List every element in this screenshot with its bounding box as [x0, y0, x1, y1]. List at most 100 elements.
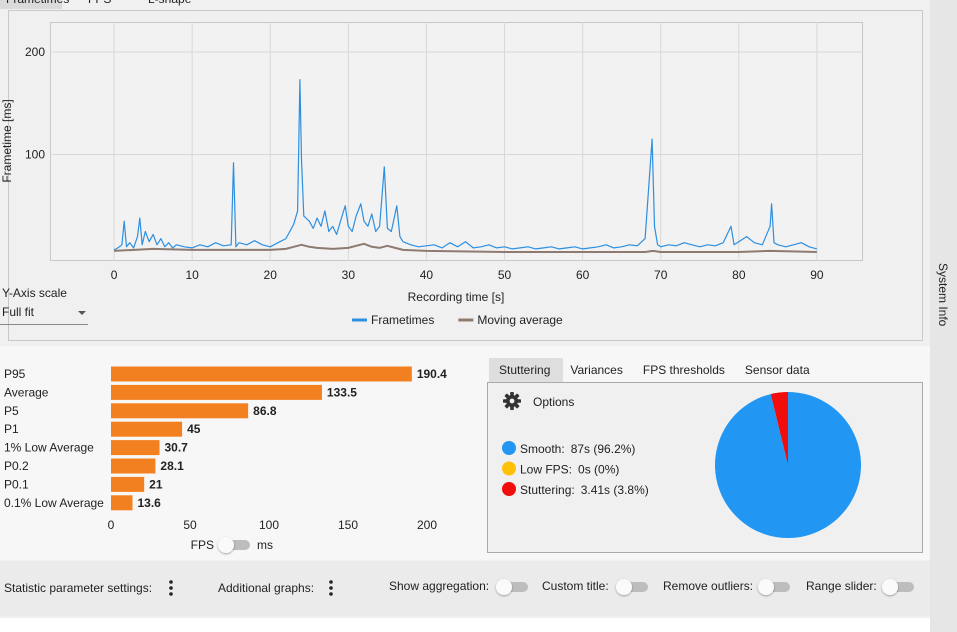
toggle-switch[interactable]: [758, 579, 790, 595]
toggle-switch[interactable]: [616, 579, 648, 595]
toggle-switch[interactable]: [218, 537, 250, 553]
bar: [111, 403, 249, 419]
category-label: P0.2: [4, 459, 29, 473]
tab-label[interactable]: Sensor data: [745, 363, 810, 377]
legend-name: Low FPS:: [520, 463, 572, 477]
toggle-switch[interactable]: [496, 579, 528, 595]
x-tick-label: 20: [264, 268, 278, 282]
x-tick-label: 80: [732, 268, 746, 282]
legend-name: Smooth:: [520, 442, 565, 456]
pie-slice: [715, 392, 862, 538]
settings-label: Additional graphs:: [218, 581, 314, 595]
gear-icon: [503, 392, 521, 410]
value-label: 190.4: [417, 367, 447, 381]
value-label: 30.7: [165, 441, 189, 455]
legend-entry: Stuttering: 3.41s (3.8%): [520, 483, 649, 497]
legend-name: Stuttering:: [520, 483, 575, 497]
x-tick-label: 90: [810, 268, 824, 282]
category-label: Average: [4, 385, 49, 399]
toggle-knob: [882, 579, 898, 595]
x-axis-label: Recording time [s]: [408, 290, 505, 304]
y-tick-label: 200: [25, 45, 45, 59]
tab-label[interactable]: FPS: [88, 0, 111, 6]
panel-border: [8, 10, 923, 341]
legend-value: 3.41s (3.8%): [581, 483, 649, 497]
legend-entry: Smooth: 87s (96.2%): [520, 442, 635, 456]
series-line: [113, 79, 818, 251]
status-item: WinRing0: [258, 630, 310, 632]
bar: [111, 421, 183, 437]
legend-dot: [502, 482, 516, 496]
x-tick-label: 60: [576, 268, 590, 282]
bar: [111, 458, 156, 474]
x-tick-label: 150: [338, 518, 358, 532]
status-item: HAGS: [388, 630, 422, 632]
kebab-menu[interactable]: [169, 580, 173, 596]
kebab-dot: [169, 580, 173, 584]
value-label: 86.8: [253, 404, 277, 418]
y-tick-label: 100: [25, 148, 45, 162]
category-label: P0.1: [4, 477, 29, 491]
category-label: P95: [4, 367, 26, 381]
x-tick-label: 0: [111, 268, 118, 282]
tab-label[interactable]: L-shape: [148, 0, 192, 6]
tab-label[interactable]: FPS thresholds: [643, 363, 725, 377]
value-label: 13.6: [137, 496, 161, 510]
switch-label: Custom title:: [542, 579, 609, 593]
plot-layer: [113, 79, 818, 253]
value-label: 133.5: [327, 385, 357, 399]
toggle-knob: [218, 537, 234, 553]
dropdown-arrow: [78, 311, 86, 315]
active-tab: [489, 358, 563, 382]
side-panel: [930, 0, 957, 632]
tab-label[interactable]: Frametimes: [6, 0, 69, 6]
category-label: P5: [4, 404, 19, 418]
legend-dot: [502, 441, 516, 455]
settings-label: Statistic parameter settings:: [4, 581, 152, 595]
toggle-knob: [496, 579, 512, 595]
tab-label[interactable]: Variances: [570, 363, 622, 377]
x-tick-label: 10: [185, 268, 199, 282]
active-tab: [0, 0, 62, 9]
bar: [111, 384, 322, 400]
status-item: Not logged in: [17, 630, 88, 632]
bar: [111, 495, 133, 511]
dropdown-value[interactable]: Full fit: [2, 305, 35, 319]
value-label: 28.1: [160, 459, 184, 473]
toggle-knob: [616, 579, 632, 595]
x-tick-label: 200: [417, 518, 437, 532]
x-tick-label: 30: [342, 268, 356, 282]
series-line: [113, 242, 817, 253]
side-tab-label[interactable]: System Info: [936, 263, 950, 327]
category-label: P1: [4, 422, 19, 436]
kebab-dot: [169, 586, 173, 590]
legend-label: Frametimes: [371, 313, 434, 327]
toggle-right-label: ms: [257, 538, 273, 552]
value-label: 45: [187, 422, 201, 436]
legend-dot: [502, 461, 516, 476]
switch-label: Range slider:: [806, 579, 877, 593]
kebab-dot: [329, 586, 333, 590]
category-label: 0.1% Low Average: [4, 496, 104, 510]
x-tick-label: 40: [420, 268, 434, 282]
y-axis-label: Frametime [ms]: [0, 99, 14, 182]
legend-value: 87s (96.2%): [571, 442, 636, 456]
toggle-left-label: FPS: [191, 538, 214, 552]
pie-slice: [770, 391, 788, 465]
category-label: 1% Low Average: [4, 441, 94, 455]
status-item: Version: 1.7.3: [878, 630, 952, 632]
dropdown-caption: Y-Axis scale: [2, 286, 67, 300]
kebab-dot: [169, 592, 173, 596]
toggle-switch[interactable]: [882, 579, 914, 595]
kebab-menu[interactable]: [329, 580, 333, 596]
bar: [111, 440, 160, 456]
switch-label: Remove outliers:: [663, 579, 753, 593]
tab-label[interactable]: Stuttering: [499, 363, 550, 377]
plot-area: [50, 22, 863, 261]
bar: [111, 476, 145, 492]
x-tick-label: 50: [498, 268, 512, 282]
x-tick-label: 50: [183, 518, 197, 532]
options-label[interactable]: Options: [533, 395, 574, 409]
